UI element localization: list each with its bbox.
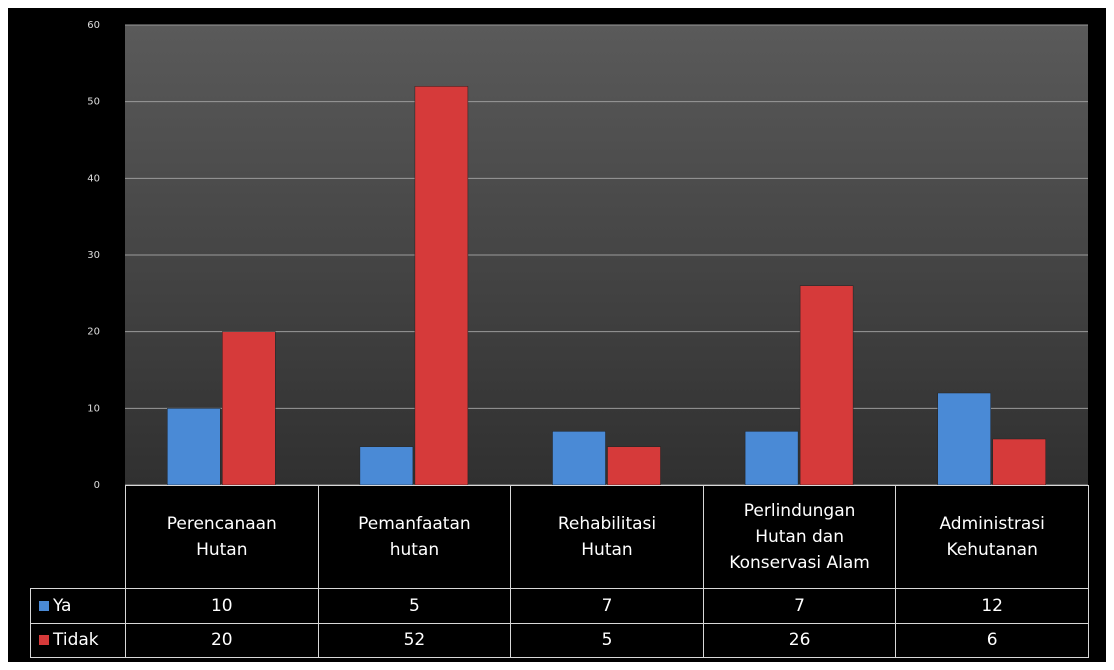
bar: [552, 431, 606, 486]
category-cell: Administrasi Kehutanan: [895, 485, 1089, 589]
bar: [222, 331, 276, 486]
legend-key: [39, 600, 49, 611]
table-value: 20: [125, 622, 319, 658]
x-tick-label: Rehabilitasi Hutan: [557, 514, 657, 560]
category-cell: Perlindungan Hutan dan Konservasi Alam: [702, 485, 897, 589]
bar: [799, 285, 854, 486]
legend-label: Ya: [53, 595, 72, 616]
table-value: 12: [895, 588, 1089, 624]
legend-key: [39, 635, 49, 646]
x-tick-label: Administrasi Kehutanan: [939, 514, 1045, 560]
y-tick-label: 10: [87, 403, 100, 414]
table-value: 5: [510, 622, 704, 658]
table-value: 10: [125, 588, 319, 624]
category-cell: Pemanfaatan hutan: [317, 485, 512, 589]
table-value: 7: [510, 588, 704, 624]
bar: [414, 86, 469, 486]
table-value: 52: [317, 622, 512, 658]
bar: [992, 438, 1046, 486]
legend-label: Tidak: [53, 630, 99, 651]
legend-entry: Tidak: [30, 622, 126, 658]
table-value: 7: [702, 588, 897, 624]
bar: [607, 446, 661, 486]
x-tick-label: Perlindungan Hutan dan Konservasi Alam: [729, 501, 870, 573]
x-tick-label: Perencanaan Hutan: [166, 514, 277, 560]
y-tick-label: 60: [87, 20, 100, 31]
table-value: 6: [895, 622, 1089, 658]
bar: [937, 392, 991, 486]
bar: [167, 408, 221, 486]
y-tick-label: 50: [87, 97, 100, 108]
table-value: 26: [702, 622, 897, 658]
category-cell: Perencanaan Hutan: [125, 485, 319, 589]
y-tick-label: 30: [87, 250, 100, 261]
y-tick-label: 20: [87, 327, 100, 338]
legend-entry: Ya: [30, 588, 126, 624]
y-tick-label: 40: [87, 173, 100, 184]
bar: [359, 446, 414, 486]
category-cell: Rehabilitasi Hutan: [510, 485, 704, 589]
bar: [744, 431, 799, 486]
y-tick-label: 0: [94, 480, 100, 491]
x-tick-label: Pemanfaatan hutan: [358, 514, 471, 560]
table-value: 5: [317, 588, 512, 624]
